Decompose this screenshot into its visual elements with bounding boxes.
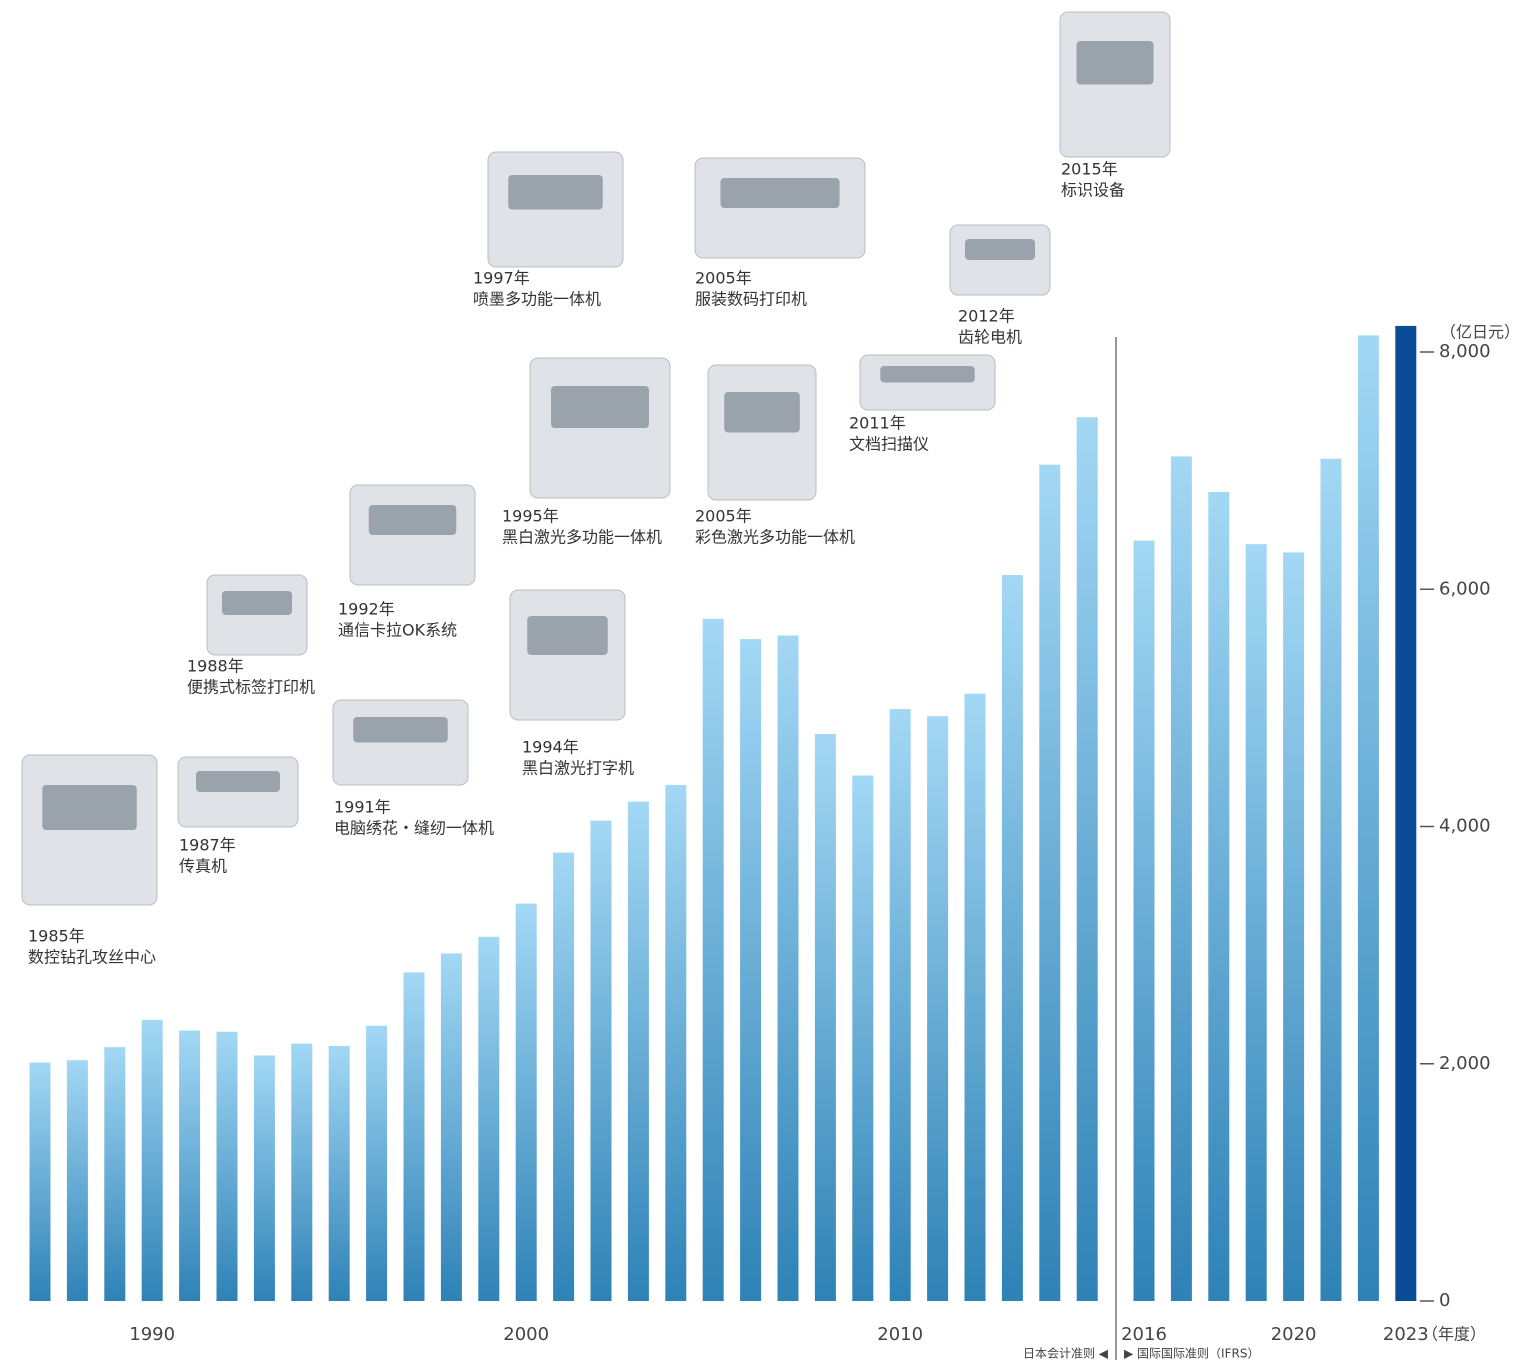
annotation-name: 彩色激光多功能一体机: [695, 528, 855, 547]
annotation-year: 1992年: [338, 600, 395, 619]
bar: [1170, 456, 1192, 1301]
bar: [179, 1030, 201, 1301]
x-tick-label: 2016: [1121, 1324, 1167, 1345]
bar: [1245, 544, 1267, 1301]
bar: [1357, 335, 1379, 1302]
annotation-name: 通信卡拉OK系统: [338, 621, 457, 640]
x-tick-label: 1990: [129, 1324, 175, 1345]
x-tick-label: 2010: [877, 1324, 923, 1345]
bar: [627, 801, 649, 1301]
product-image-detail: [724, 392, 800, 433]
product-image-detail: [196, 771, 280, 792]
annotation-name: 标识设备: [1061, 181, 1125, 200]
annotation-year: 1987年: [179, 836, 236, 855]
product-image-detail: [720, 178, 840, 208]
annotation-year: 2005年: [695, 269, 752, 288]
annotation-year: 2012年: [958, 307, 1015, 326]
product-image-detail: [42, 785, 137, 830]
bar: [1133, 540, 1155, 1301]
annotation-name: 便携式标签打印机: [187, 678, 315, 697]
product-image-detail: [353, 717, 448, 743]
product-image-detail: [527, 616, 608, 655]
x-tick-label: 2000: [503, 1324, 549, 1345]
annotation-year: 1995年: [502, 507, 559, 526]
bar: [964, 693, 986, 1301]
bar: [852, 775, 874, 1301]
bar: [478, 936, 500, 1301]
annotation-name: 喷墨多功能一体机: [473, 290, 601, 309]
annotation-name: 黑白激光打字机: [522, 759, 634, 778]
bar: [216, 1031, 238, 1301]
y-tick-label: 8,000: [1439, 341, 1491, 362]
bar: [740, 639, 762, 1301]
annotation-year: 1994年: [522, 738, 579, 757]
bar: [253, 1055, 275, 1301]
product-image-detail: [222, 591, 292, 615]
bar: [1208, 491, 1230, 1301]
bar: [29, 1062, 51, 1301]
jgaap-label: 日本会计准则 ◀: [1023, 1347, 1109, 1361]
bar: [440, 953, 462, 1301]
product-image-detail: [965, 239, 1035, 260]
product-image-detail: [880, 366, 975, 383]
bar: [1039, 464, 1061, 1302]
product-image-detail: [1076, 41, 1154, 85]
annotation-year: 1997年: [473, 269, 530, 288]
bar: [553, 852, 575, 1301]
annotation-year: 1988年: [187, 657, 244, 676]
bar: [777, 635, 799, 1301]
product-image-detail: [551, 386, 649, 428]
product-image-detail: [508, 175, 603, 210]
y-tick-label: 4,000: [1439, 816, 1491, 837]
bar: [1283, 552, 1305, 1301]
annotation-year: 2015年: [1061, 160, 1118, 179]
bar: [1395, 325, 1417, 1302]
annotation-year: 1991年: [334, 798, 391, 817]
annotation-name: 电脑绣花・缝纫一体机: [334, 819, 494, 838]
bar: [66, 1060, 88, 1301]
bar: [515, 903, 537, 1301]
bar: [291, 1043, 313, 1301]
product-image-detail: [368, 505, 457, 535]
bar: [328, 1045, 350, 1301]
bar: [403, 972, 425, 1301]
annotation-name: 文档扫描仪: [849, 435, 929, 454]
y-tick-label: 0: [1439, 1290, 1450, 1311]
annotation-year: 1985年: [28, 927, 85, 946]
annotation-name: 服装数码打印机: [695, 290, 807, 309]
annotation-year: 2005年: [695, 507, 752, 526]
bar: [1320, 458, 1342, 1301]
ifrs-label: ▶ 国际国际准则（IFRS）: [1124, 1347, 1259, 1361]
annotation-name: 齿轮电机: [958, 328, 1022, 347]
y-tick-label: 6,000: [1439, 578, 1491, 599]
bar: [665, 784, 687, 1301]
annotation-name: 传真机: [179, 857, 227, 876]
bar: [814, 733, 836, 1301]
y-tick-label: 2,000: [1439, 1053, 1491, 1074]
bar: [366, 1025, 388, 1301]
annotation-year: 2011年: [849, 414, 906, 433]
bar: [1001, 575, 1023, 1301]
annotation-name: 数控钻孔攻丝中心: [28, 948, 156, 967]
bar: [590, 820, 612, 1301]
bar: [141, 1019, 163, 1301]
bar: [889, 709, 911, 1301]
bar: [702, 618, 724, 1301]
y-unit: （亿日元）: [1440, 323, 1520, 342]
bar: [104, 1047, 126, 1301]
bar: [927, 716, 949, 1301]
bar: [1076, 417, 1098, 1301]
x-tick-label: 2020: [1271, 1324, 1317, 1345]
annotation-name: 黑白激光多功能一体机: [502, 528, 662, 547]
x-tick-label: 2023: [1383, 1324, 1429, 1345]
x-unit: （年度）: [1422, 1325, 1486, 1344]
